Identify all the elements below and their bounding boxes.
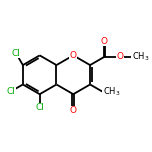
Text: CH$_3$: CH$_3$	[131, 51, 149, 63]
Text: O: O	[70, 106, 77, 115]
Text: Cl: Cl	[12, 49, 21, 58]
Text: Cl: Cl	[7, 87, 16, 96]
Text: Cl: Cl	[35, 103, 44, 112]
Text: O: O	[101, 37, 108, 46]
Text: O: O	[116, 52, 123, 61]
Text: CH$_3$: CH$_3$	[103, 86, 120, 98]
Text: O: O	[70, 51, 77, 60]
